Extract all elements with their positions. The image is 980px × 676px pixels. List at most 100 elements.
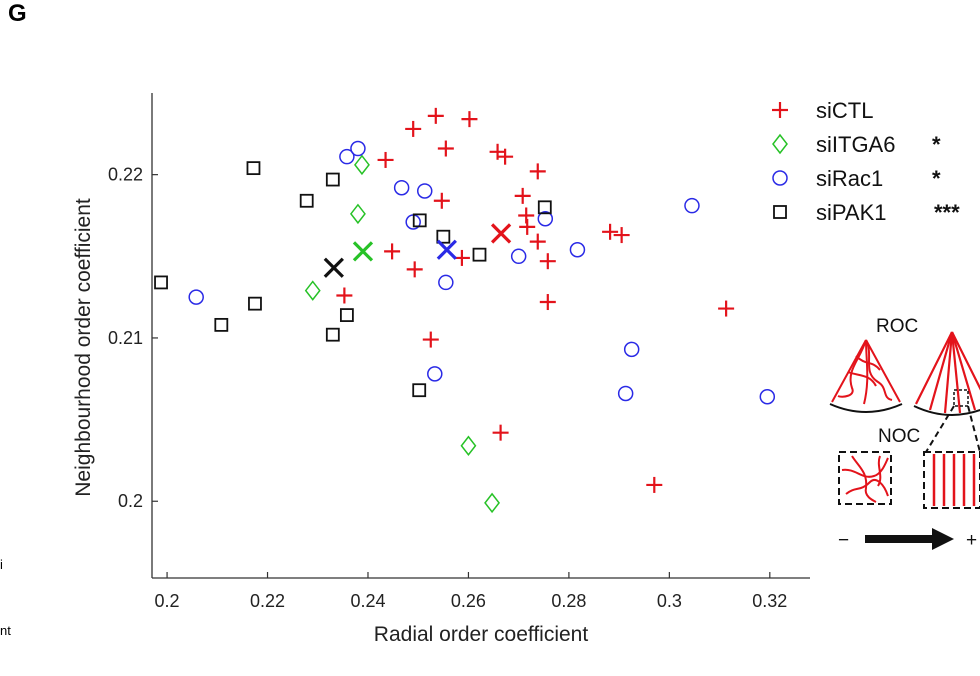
data-point-siPAK1 — [325, 327, 340, 342]
significance-siRac1: * — [932, 166, 941, 191]
data-point-siRac1 — [537, 210, 554, 227]
legend-label-siPAK1: siPAK1 — [816, 200, 887, 225]
y-tick-label: 0.2 — [118, 491, 143, 511]
data-point-siCTL — [461, 111, 478, 128]
mean-markers — [323, 223, 512, 278]
roc-label: ROC — [876, 316, 918, 337]
axes: 0.2 0.22 0.24 0.26 0.28 0.3 0.32 0.2 0.21 0.22 Rad… — [72, 93, 810, 646]
data-point-siCTL — [437, 140, 454, 157]
x-axis-label: Radial order coefficient — [374, 623, 589, 646]
legend: siCTL siITGA6 * siRac1 * siPAK1 *** — [772, 98, 960, 225]
legend-marker-siRac1 — [772, 170, 788, 186]
data-point-siCTL — [492, 424, 509, 441]
data-point-siITGA6 — [484, 492, 501, 514]
data-point-siITGA6 — [460, 435, 477, 456]
data-point-siCTL — [718, 300, 735, 317]
noc-label: NOC — [878, 426, 920, 447]
data-point-siCTL — [406, 261, 423, 278]
data-point-siCTL — [539, 294, 556, 311]
x-tick-label: 0.3 — [657, 591, 682, 611]
mean-marker-siRac1 — [436, 239, 457, 260]
cropped-edge-text: i — [0, 557, 3, 572]
data-point-siCTL — [529, 163, 546, 180]
data-point-siRac1 — [438, 274, 454, 291]
data-point-siCTL — [405, 120, 422, 137]
data-point-siCTL — [497, 148, 514, 165]
data-point-siRac1 — [188, 289, 204, 305]
data-point-siCTL — [602, 223, 619, 240]
legend-marker-siCTL — [772, 102, 788, 118]
x-tick-label: 0.32 — [752, 591, 787, 611]
data-point-siRac1 — [339, 148, 355, 165]
legend-label-siCTL: siCTL — [816, 98, 873, 123]
data-point-siRac1 — [393, 179, 410, 196]
significance-siITGA6: * — [932, 132, 941, 157]
data-point-siPAK1 — [246, 161, 261, 176]
noc-box-ordered-lines — [932, 454, 976, 506]
data-point-siCTL — [539, 253, 556, 270]
legend-label-siITGA6: siITGA6 — [816, 132, 895, 157]
y-tick-label: 0.21 — [108, 328, 143, 348]
cropped-edge-text: nt — [0, 623, 11, 638]
zoom-line — [925, 405, 955, 453]
y-axis-label: Neighbourhood order coefficient — [72, 198, 95, 497]
data-point-siITGA6 — [304, 280, 321, 301]
data-point-siCTL — [427, 107, 444, 124]
data-point-siCTL — [529, 233, 546, 250]
data-point-siRac1 — [617, 385, 634, 402]
data-point-siRac1 — [427, 366, 443, 382]
roc-fan-ordered — [915, 331, 980, 414]
x-tick-label: 0.2 — [155, 591, 180, 611]
cross-stroke — [352, 241, 374, 262]
data-point-siRac1 — [416, 183, 433, 199]
data-point-siPAK1 — [339, 308, 354, 322]
data-point-siPAK1 — [412, 213, 427, 228]
mean-marker-siPAK1 — [323, 257, 344, 278]
significance-siPAK1: *** — [934, 200, 960, 225]
cross-stroke — [436, 239, 457, 260]
x-tick-label: 0.22 — [250, 591, 285, 611]
noc-box-ordered — [923, 451, 980, 509]
data-points — [154, 107, 776, 514]
cross-stroke — [323, 257, 344, 278]
data-point-siPAK1 — [154, 275, 168, 290]
x-tick-label: 0.26 — [451, 591, 486, 611]
data-point-siRac1 — [510, 248, 527, 265]
data-point-siITGA6 — [349, 203, 366, 225]
data-point-siCTL — [377, 151, 394, 168]
noc-box-disordered-lines — [841, 455, 889, 503]
mean-marker-siITGA6 — [352, 241, 374, 262]
data-point-siRac1 — [623, 341, 640, 358]
cross-stroke — [490, 223, 512, 244]
arrow-head — [932, 528, 954, 550]
legend-marker-siPAK1 — [773, 205, 787, 219]
data-point-siRac1 — [350, 140, 366, 157]
data-point-siRac1 — [759, 388, 776, 405]
minus-sign: − — [838, 530, 849, 551]
data-point-siCTL — [646, 476, 663, 493]
data-point-siPAK1 — [325, 172, 340, 187]
roc-fan-disordered — [831, 339, 901, 405]
data-point-siCTL — [384, 243, 401, 260]
data-point-siPAK1 — [214, 317, 229, 332]
y-tick-label: 0.22 — [108, 165, 143, 185]
data-point-siCTL — [336, 287, 353, 304]
legend-label-siRac1: siRac1 — [816, 166, 883, 191]
plus-sign: + — [966, 530, 977, 551]
zoom-box — [953, 389, 969, 407]
data-point-siPAK1 — [472, 247, 487, 262]
data-point-siPAK1 — [537, 200, 552, 215]
inset-schematic: ROC NOC — [829, 316, 980, 551]
roc-fan-ordered-arc — [913, 405, 980, 416]
data-point-siPAK1 — [412, 383, 427, 398]
legend-marker-siITGA6 — [772, 133, 788, 155]
data-point-siRac1 — [684, 197, 700, 214]
data-point-siPAK1 — [299, 193, 314, 208]
data-point-siCTL — [422, 331, 439, 348]
data-point-siCTL — [433, 192, 450, 209]
data-point-siITGA6 — [354, 154, 370, 176]
panel-letter: G — [8, 0, 27, 27]
x-tick-label: 0.24 — [350, 591, 385, 611]
roc-fan-disordered-arc — [829, 403, 903, 413]
